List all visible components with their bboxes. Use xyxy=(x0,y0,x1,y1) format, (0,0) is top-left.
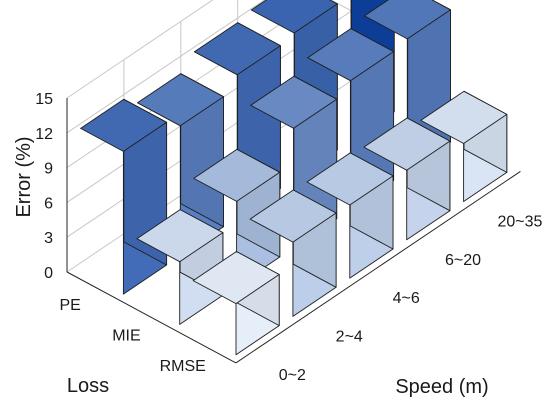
bar-top-face xyxy=(249,189,337,243)
z-tick-label: 12 xyxy=(35,126,53,143)
speed-tick-label: 0~2 xyxy=(279,367,306,384)
bar-rmse-4 xyxy=(363,117,451,241)
speed-tick-label: 6~20 xyxy=(445,252,481,269)
chart-axes xyxy=(66,98,521,364)
bar-rmse-1 xyxy=(192,251,280,356)
bar-top-face xyxy=(137,73,224,127)
bar-mie-2 xyxy=(193,148,281,287)
bar-top-face xyxy=(250,0,338,34)
chart-labels: 0 3 6 9 12 15 PE MIE RMSE 0~2 2~4 4~6 6~20 20~35 xyxy=(35,91,542,384)
bar-top-face xyxy=(250,75,338,129)
bar-top-face xyxy=(306,152,394,206)
bar-rmse-5 xyxy=(420,90,508,202)
z-axis-title: Error (%) xyxy=(13,136,35,217)
bar-top-face xyxy=(136,209,224,263)
speed-axis-line xyxy=(235,170,521,364)
bar-top-face xyxy=(193,22,281,76)
speed-axis-title: Speed (m) xyxy=(395,376,488,398)
loss-axis-title: Loss xyxy=(67,375,109,397)
bar-top-face xyxy=(364,0,451,40)
speed-tick-label: 20~35 xyxy=(497,214,542,231)
loss-tick-label: PE xyxy=(59,297,80,314)
bar-top-face xyxy=(192,251,280,305)
bar-top-face xyxy=(420,90,508,144)
loss-tick-label: MIE xyxy=(112,327,140,344)
bar-top-face xyxy=(363,117,451,171)
speed-tick-label: 2~4 xyxy=(336,328,363,345)
z-tick-label: 6 xyxy=(44,195,53,212)
z-tick-label: 3 xyxy=(44,230,53,247)
loss-axis-line xyxy=(66,271,237,364)
gridline-z-15 xyxy=(66,0,214,99)
z-tick-label: 15 xyxy=(35,91,53,108)
bar-pe-1 xyxy=(80,98,168,295)
bar-top-face xyxy=(193,148,281,202)
bar-rmse-2 xyxy=(249,189,337,317)
bar-rmse-3 xyxy=(306,152,394,279)
loss-tick-label: RMSE xyxy=(160,358,206,375)
bar-top-face xyxy=(307,28,395,82)
bar-top-face xyxy=(80,98,168,152)
z-tick-label: 9 xyxy=(44,161,53,178)
z-tick-label: 0 xyxy=(44,265,53,282)
gridline-z-12 xyxy=(66,0,266,134)
speed-tick-label: 4~6 xyxy=(393,290,420,307)
chart-bars xyxy=(80,0,508,356)
